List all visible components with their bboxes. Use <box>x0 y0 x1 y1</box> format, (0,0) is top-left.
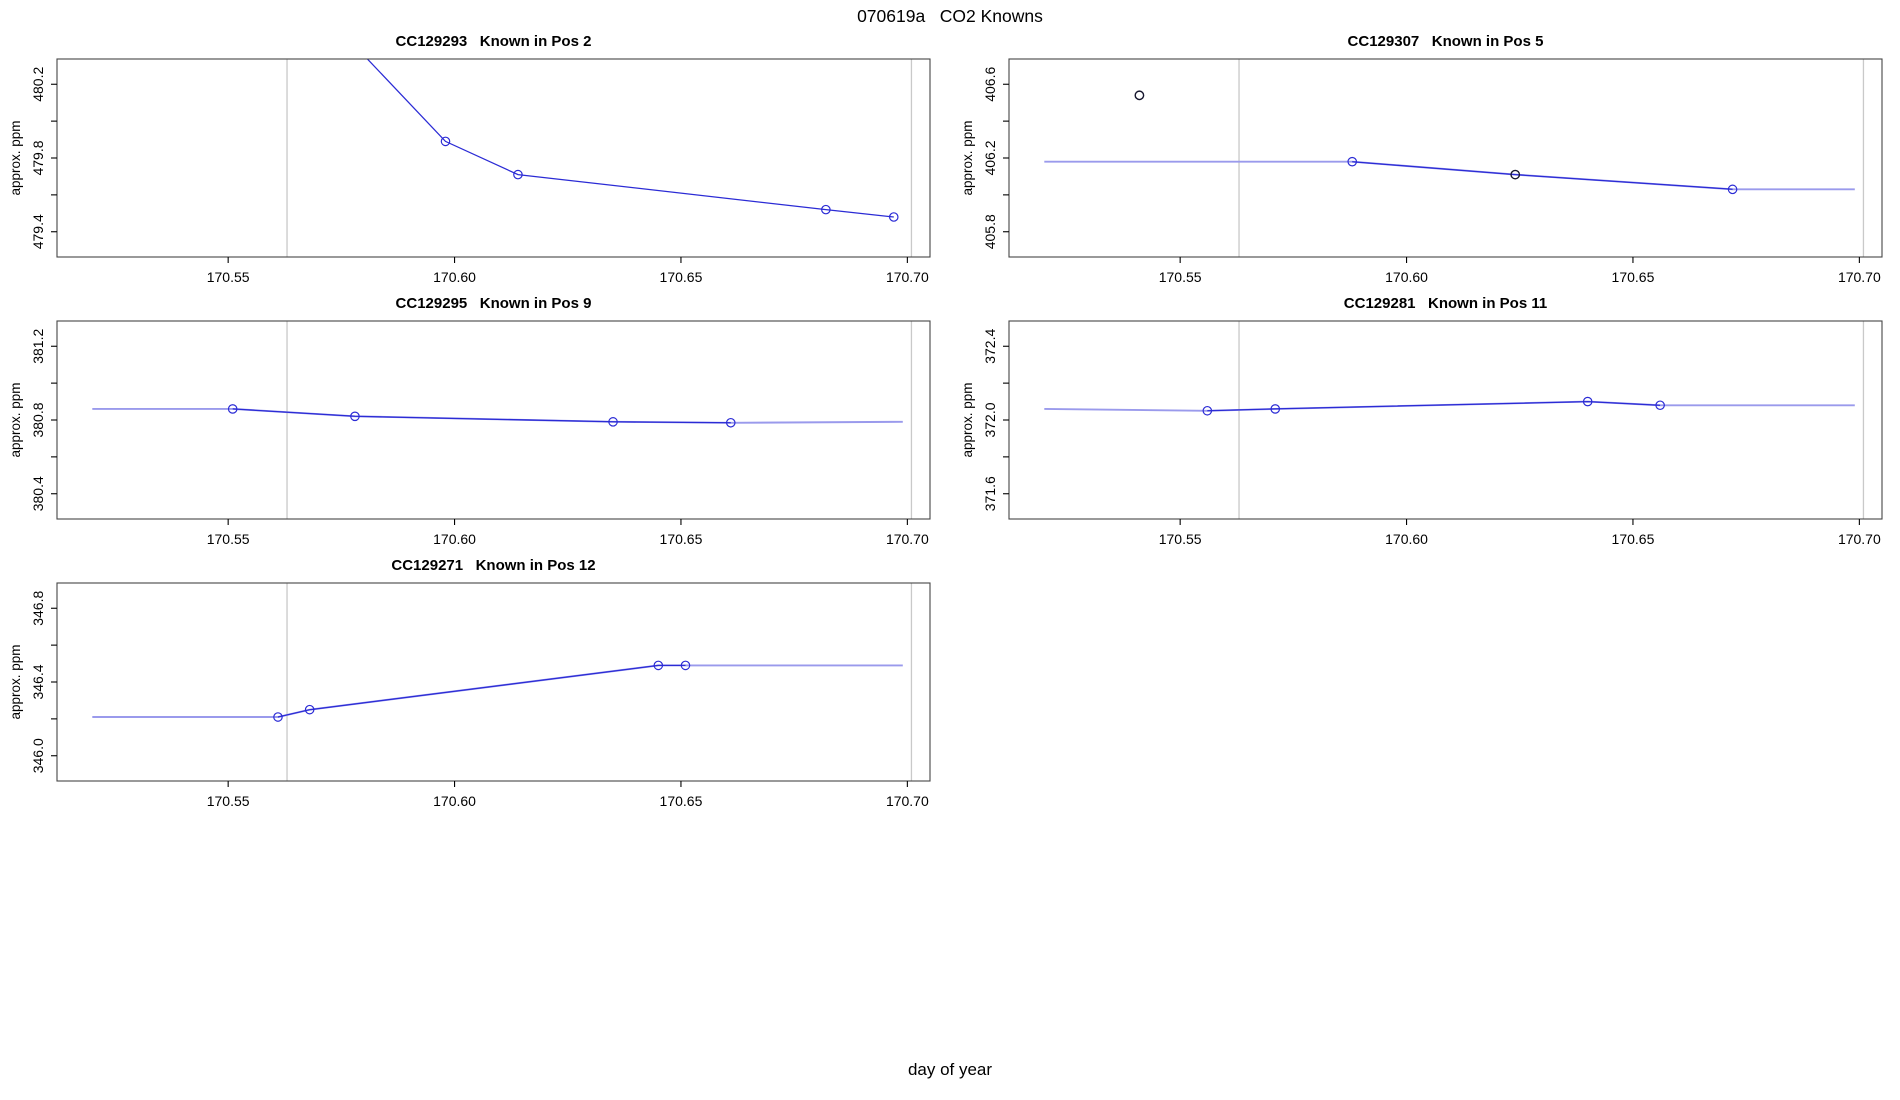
y-axis-title: approx. ppm <box>8 382 23 457</box>
data-line <box>1207 400 1661 412</box>
x-tick-label: 170.55 <box>207 269 250 285</box>
data-point <box>350 411 360 422</box>
data-line <box>1352 161 1733 190</box>
data-point <box>1270 404 1281 414</box>
x-tick-label: 170.70 <box>1838 269 1881 285</box>
data-point <box>513 169 523 180</box>
y-axis-title: approx. ppm <box>960 120 975 195</box>
data-point <box>1655 400 1665 411</box>
data-point <box>608 417 618 427</box>
data-point <box>725 417 736 428</box>
plot-frame <box>56 58 931 258</box>
plot-title: CC129271 Known in Pos 12 <box>391 557 596 574</box>
y-axis-title: approx. ppm <box>8 644 23 719</box>
plot-frame <box>1008 320 1883 520</box>
data-point <box>821 204 831 215</box>
plot-frame <box>56 582 931 782</box>
x-tick-label: 170.70 <box>886 269 929 285</box>
x-tick-label: 170.60 <box>433 531 476 547</box>
data-point <box>440 136 451 147</box>
data-point <box>1582 396 1593 407</box>
plot-panel: 170.55 170.60 170.65 170.70 372.4 372.0 371.6 a… <box>960 320 1883 547</box>
data-point <box>888 212 899 222</box>
x-tick-label: 170.65 <box>660 793 703 809</box>
smooth-line <box>92 407 903 424</box>
data-point <box>1347 156 1358 167</box>
data-point <box>653 660 664 671</box>
figure-title: 070619a CO2 Knowns <box>857 6 1043 26</box>
y-tick-label: 380.4 <box>30 476 46 511</box>
x-tick-label: 170.70 <box>1838 531 1881 547</box>
plot-panel: 170.55 170.60 170.65 170.70 480.2 479.8 479.4 a… <box>8 58 931 285</box>
x-tick-label: 170.60 <box>1385 269 1428 285</box>
x-tick-label: 170.65 <box>660 531 703 547</box>
y-tick-label: 479.4 <box>30 214 46 249</box>
data-point <box>273 712 283 722</box>
x-tick-label: 170.70 <box>886 793 929 809</box>
smooth-line <box>92 664 903 718</box>
y-tick-label: 406.2 <box>982 140 998 175</box>
y-tick-label: 346.4 <box>30 664 46 699</box>
data-point <box>1727 184 1738 195</box>
smooth-line <box>1044 400 1855 412</box>
plot-title: CC129281 Known in Pos 11 <box>1343 295 1548 312</box>
y-tick-label: 346.8 <box>30 591 46 626</box>
plot-panel: 170.55 170.60 170.65 170.70 381.2 380.8 380.4 a… <box>8 320 931 547</box>
data-line <box>232 408 731 424</box>
data-point <box>304 704 315 715</box>
y-tick-label: 406.6 <box>982 67 998 102</box>
plot-title: CC129293 Known in Pos 2 <box>395 33 592 50</box>
dark-data-point <box>1134 90 1145 101</box>
y-axis-title: approx. ppm <box>960 382 975 457</box>
x-tick-label: 170.55 <box>1159 269 1202 285</box>
dark-data-point <box>1510 169 1521 180</box>
plot-title: CC129295 Known in Pos 9 <box>395 295 592 312</box>
x-tick-label: 170.65 <box>1612 269 1655 285</box>
data-point <box>1202 405 1213 416</box>
x-tick-label: 170.70 <box>886 531 929 547</box>
y-axis-title: approx. ppm <box>8 120 23 195</box>
plot-panel: 170.55 170.60 170.65 170.70 406.6 406.2 405.8 a… <box>960 58 1883 285</box>
x-axis-title: day of year <box>907 1060 993 1079</box>
y-tick-label: 372.0 <box>982 402 998 437</box>
y-tick-label: 405.8 <box>982 214 998 249</box>
y-tick-label: 372.4 <box>982 329 998 364</box>
x-tick-label: 170.60 <box>433 269 476 285</box>
data-line <box>277 664 686 718</box>
x-tick-label: 170.65 <box>1612 531 1655 547</box>
data-point <box>680 660 691 671</box>
x-tick-label: 170.65 <box>660 269 703 285</box>
data-line <box>366 59 894 218</box>
y-tick-label: 380.8 <box>30 402 46 437</box>
plot-frame <box>1008 58 1883 258</box>
y-tick-label: 480.2 <box>30 67 46 102</box>
x-tick-label: 170.55 <box>207 531 250 547</box>
y-tick-label: 381.2 <box>30 329 46 364</box>
data-point <box>227 404 238 414</box>
plot-title: CC129307 Known in Pos 5 <box>1347 33 1544 50</box>
y-tick-label: 479.8 <box>30 140 46 175</box>
x-tick-label: 170.60 <box>1385 531 1428 547</box>
y-tick-label: 346.0 <box>30 738 46 773</box>
y-tick-label: 371.6 <box>982 476 998 511</box>
plot-panel: 170.55 170.60 170.65 170.70 346.8 346.4 346.0 a… <box>8 582 931 809</box>
x-tick-label: 170.55 <box>1159 531 1202 547</box>
x-tick-label: 170.55 <box>207 793 250 809</box>
x-tick-label: 170.60 <box>433 793 476 809</box>
